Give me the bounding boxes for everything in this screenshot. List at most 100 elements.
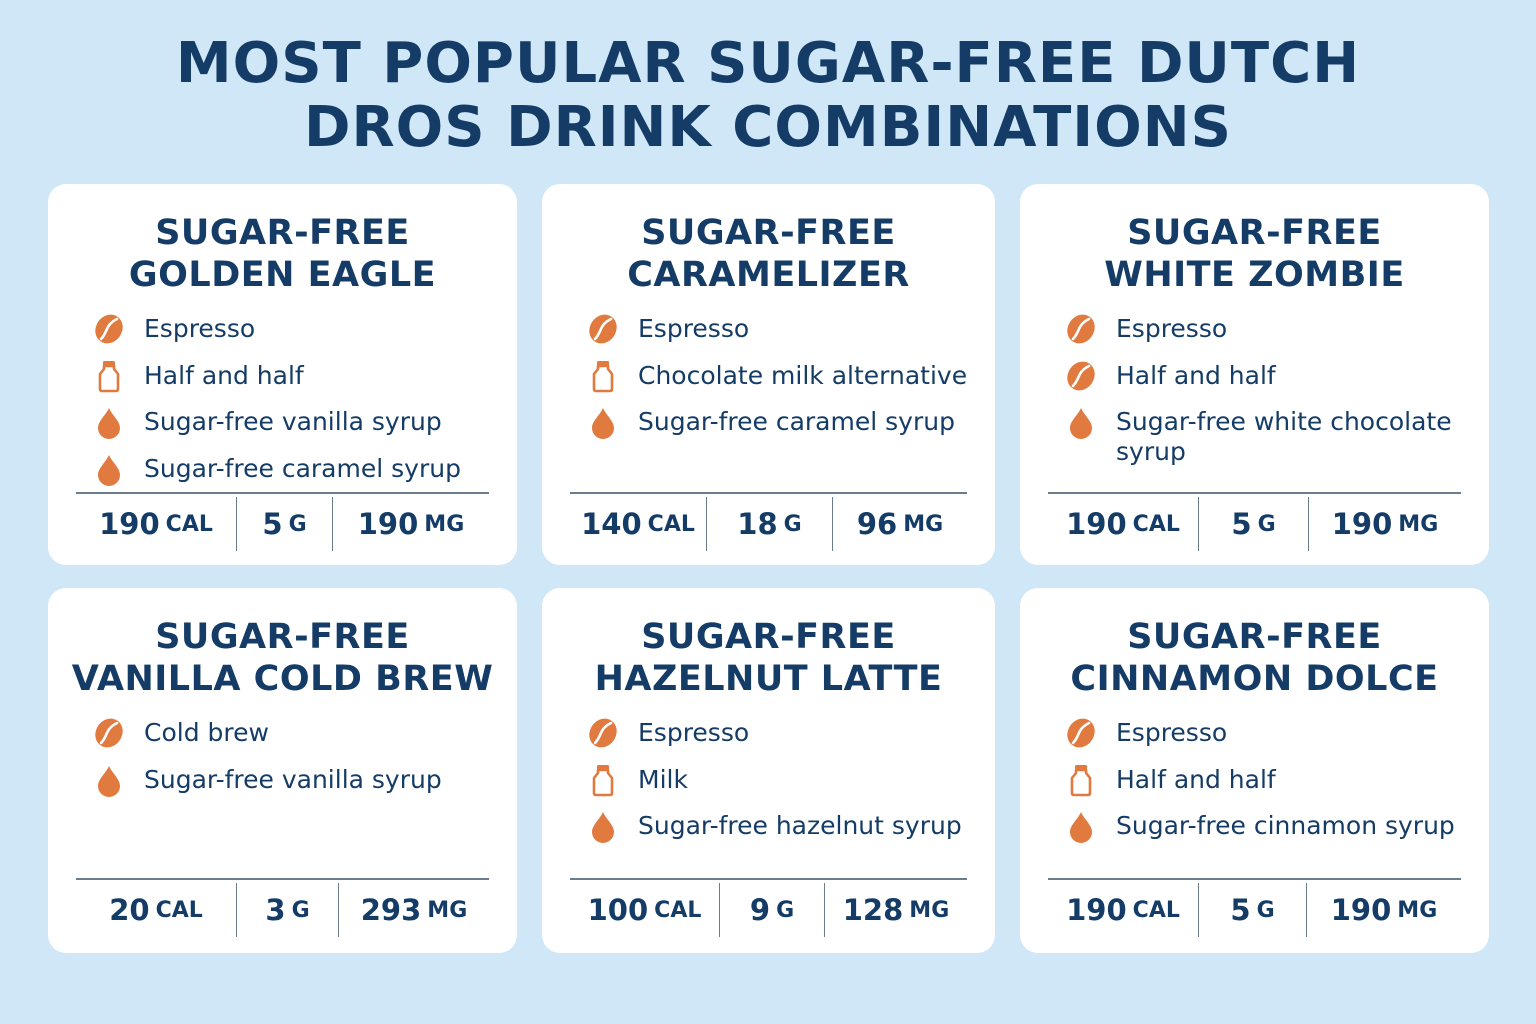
drink-card: SUGAR-FREE CARAMELIZER Espresso Chocolate m… [542,184,995,565]
calories-stat-value: 190 [1066,893,1127,927]
caffeine-stat-value: 190 [1331,507,1393,541]
nutrition-stats: 140 CAL 18 G 96 MG [570,497,967,551]
drink-card: SUGAR-FREE HAZELNUT LATTE Espresso Milk Suga… [542,588,995,953]
drink-card: SUGAR-FREE VANILLA COLD BREW Cold brew Suga… [48,588,517,953]
calories-stat-unit: CAL [1132,511,1180,537]
ingredient-text: Half and half [144,360,304,390]
calories-stat: 190 CAL [1048,883,1198,937]
ingredient-text: Sugar-free cinnamon syrup [1116,811,1455,840]
caffeine-stat-unit: MG [427,897,468,923]
drink-card-title-line-2: HAZELNUT LATTE [594,659,943,699]
ingredient-item: Half and half [1064,763,1473,797]
calories-stat-unit: CAL [165,511,213,537]
ingredient-item: Sugar-free vanilla syrup [92,765,501,797]
drink-card-title-line-1: SUGAR-FREE [155,617,410,657]
syrup-drop-icon [586,809,620,843]
nutrition-stats: 190 CAL 5 G 190 MG [1048,883,1461,937]
ingredient-list: Espresso Half and half Sugar-free cinnamon… [1064,718,1473,858]
ingredient-text: Sugar-free caramel syrup [144,453,461,483]
sugar-stat-unit: G [291,897,310,923]
sugar-stat: 18 G [706,497,832,551]
syrup-drop-icon [586,405,620,439]
sugar-stat-unit: G [783,511,802,537]
calories-stat-value: 140 [581,507,642,541]
coffee-bean-icon [586,312,620,346]
ingredient-text: Cold brew [144,718,269,747]
caffeine-stat-value: 190 [357,507,419,541]
ingredient-item: Espresso [1064,314,1473,346]
drink-card-title: SUGAR-FREE GOLDEN EAGLE [48,212,517,296]
stats-divider [76,492,489,494]
drink-card: SUGAR-FREE CINNAMON DOLCE Espresso Half and… [1020,588,1489,953]
sugar-stat-value: 5 [1230,893,1251,927]
syrup-drop-icon [1064,405,1098,439]
syrup-drop-icon [92,763,126,797]
caffeine-stat-unit: MG [1398,511,1439,537]
stats-divider [1048,492,1461,494]
caffeine-stat-unit: MG [909,897,950,923]
calories-stat: 190 CAL [76,497,236,551]
caffeine-stat-value: 96 [856,507,898,541]
page-title-line-1: MOST POPULAR SUGAR-FREE DUTCH [175,31,1361,96]
ingredient-text: Espresso [144,314,256,343]
coffee-bean-icon [92,312,126,346]
calories-stat-unit: CAL [155,897,203,923]
stats-divider [76,878,489,880]
page-title-line-2: DROS DRINK COMBINATIONS [304,95,1232,160]
caffeine-stat-value: 128 [842,893,904,927]
ingredient-text: Sugar-free caramel syrup [638,407,955,436]
calories-stat: 140 CAL [570,497,706,551]
drink-card-title: SUGAR-FREE CINNAMON DOLCE [1020,616,1489,700]
drink-card-title-line-2: CINNAMON DOLCE [1070,659,1439,699]
caffeine-stat-unit: MG [903,511,944,537]
caffeine-stat: 190 MG [332,497,489,551]
drink-card-title-line-1: SUGAR-FREE [641,213,896,253]
drink-card-title: SUGAR-FREE CARAMELIZER [542,212,995,296]
drink-card-title-line-2: WHITE ZOMBIE [1104,255,1405,295]
ingredient-list: Espresso Chocolate milk alternative Sugar-… [586,314,979,454]
syrup-drop-icon [92,452,126,486]
ingredient-list: Espresso Half and half Sugar-free vanilla … [92,314,501,500]
ingredient-item: Espresso [92,314,501,346]
coffee-bean-icon [586,716,620,750]
caffeine-stat: 128 MG [824,883,967,937]
ingredient-item: Sugar-free hazelnut syrup [586,811,979,843]
drink-card-title: SUGAR-FREE HAZELNUT LATTE [542,616,995,700]
milk-bottle-icon [1064,763,1098,797]
ingredient-text: Half and half [1116,764,1276,794]
coffee-bean-icon [1064,716,1098,750]
calories-stat-unit: CAL [647,511,695,537]
calories-stat: 20 CAL [76,883,236,937]
ingredient-text: Sugar-free vanilla syrup [144,764,442,794]
sugar-stat-value: 3 [265,893,286,927]
calories-stat-unit: CAL [1132,897,1180,923]
caffeine-stat: 293 MG [338,883,489,937]
drink-card-title: SUGAR-FREE WHITE ZOMBIE [1020,212,1489,296]
ingredient-text: Espresso [1116,718,1228,747]
ingredient-text: Half and half [1116,360,1276,390]
sugar-stat-value: 5 [1231,507,1252,541]
ingredient-item: Sugar-free caramel syrup [92,454,501,486]
ingredient-text: Sugar-free white chocolate syrup [1116,407,1452,466]
drink-card: SUGAR-FREE WHITE ZOMBIE Espresso Half and h… [1020,184,1489,565]
milk-bottle-icon [92,359,126,393]
drink-card-title-line-2: CARAMELIZER [627,255,910,295]
nutrition-stats: 190 CAL 5 G 190 MG [76,497,489,551]
coffee-bean-icon [1064,312,1098,346]
coffee-bean-icon [1064,359,1098,393]
calories-stat: 190 CAL [1048,497,1198,551]
ingredient-text: Espresso [638,718,750,747]
caffeine-stat: 190 MG [1308,497,1461,551]
ingredient-item: Espresso [586,718,979,750]
drink-card-title-line-1: SUGAR-FREE [1127,617,1382,657]
ingredient-text: Espresso [1116,314,1228,343]
nutrition-stats: 190 CAL 5 G 190 MG [1048,497,1461,551]
caffeine-stat-unit: MG [1397,897,1438,923]
drink-card-title-line-2: GOLDEN EAGLE [128,255,437,295]
ingredient-item: Espresso [1064,718,1473,750]
ingredient-item: Cold brew [92,718,501,750]
milk-bottle-icon [586,763,620,797]
